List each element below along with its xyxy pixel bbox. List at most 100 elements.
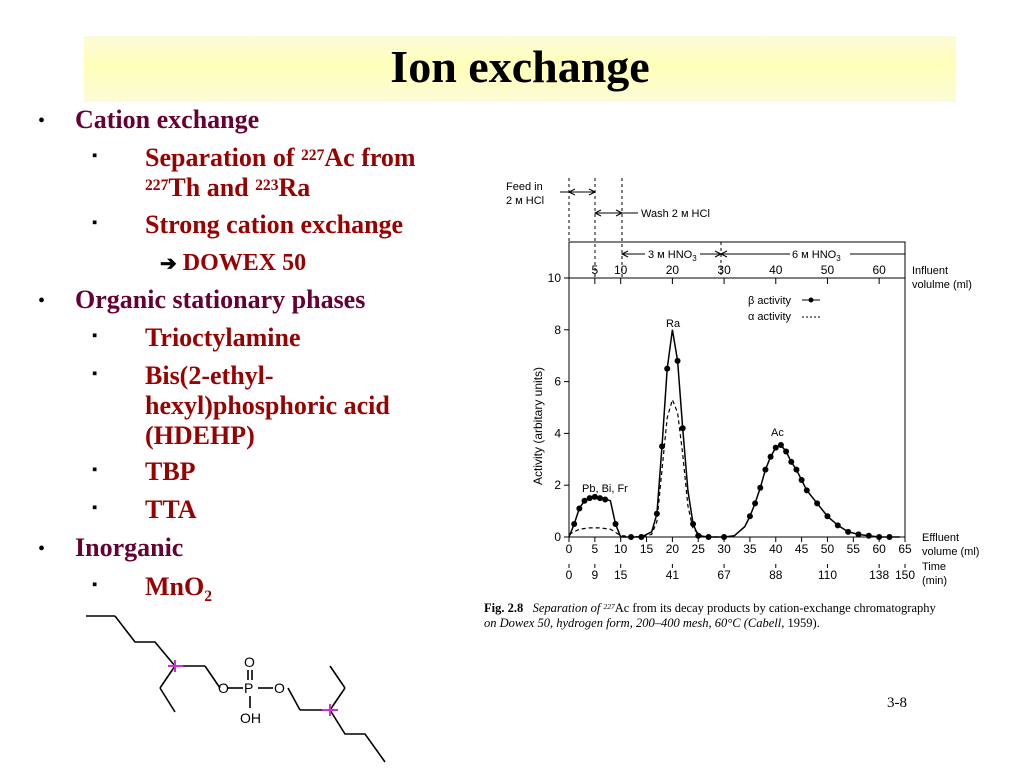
series-beta-line [568,329,900,538]
data-point [597,495,604,502]
bullet-dowex: ➔ DOWEX 50 [160,250,307,276]
hno3-3m-label: 3 м HNO3 [648,249,697,263]
data-point [752,500,759,507]
data-point [705,534,712,540]
bullet-marker: • [38,538,46,560]
data-point [762,466,769,473]
x-tick-label: 0 [566,542,573,556]
feed-label-line2: 2 м HCl [506,195,544,207]
time-label-line1: Time [922,561,946,573]
bullet-separation: Separation of 227Ac from [145,143,416,172]
bullet-mno2: MnO2 [145,572,213,606]
title-band [84,36,956,102]
bullet-tta: TTA [145,495,197,524]
time-tick-label: 150 [895,568,915,582]
peak-label-pbbifr: Pb, Bi, Fr [582,483,628,495]
data-point [653,510,660,517]
influent-tick-label: 5 [592,263,599,277]
data-point [814,500,821,507]
y-axis-label: Activity (arbitary units) [531,367,545,485]
data-point [798,477,805,484]
figure-caption: Fig. 2.8 Separation of 227Ac from its de… [484,601,936,630]
data-point [576,505,583,512]
y-tick-label: 8 [554,323,561,337]
peak-label-ac: Ac [771,427,784,439]
data-point [586,495,593,502]
x-tick-label: 25 [692,542,706,556]
effluent-label-line2: volume (ml) [922,546,979,558]
y-tick-label: 4 [554,426,561,440]
series-alpha-line [568,397,725,538]
influent-label-line1: Influent [912,265,948,277]
bullet-tbp: TBP [145,457,196,486]
data-point [865,532,872,539]
data-point [721,534,728,540]
time-tick-label: 88 [769,568,783,582]
y-tick-label: 0 [554,530,561,544]
influent-label-line2: volulme (ml) [912,279,972,291]
sub-bullet-marker: ▪ [92,366,98,382]
data-point [824,513,831,520]
sub-bullet-marker: ▪ [92,462,98,478]
bullet-marker: • [38,290,46,312]
bullet-strong-cation: Strong cation exchange [145,210,404,239]
data-point [788,458,795,465]
time-tick-label: 110 [818,568,837,582]
bullet-organic-phases: Organic stationary phases [75,285,366,314]
x-tick-label: 35 [743,542,757,556]
time-tick-label: 9 [592,568,599,582]
feed-label-line1: Feed in [506,181,543,193]
x-tick-label: 45 [795,542,809,556]
legend-beta: β activity [748,295,792,307]
bullet-list: • Cation exchange ▪ Separation of 227Ac … [0,0,500,620]
data-point [777,442,784,449]
data-point [571,521,578,528]
atom-o-right: O [274,680,285,696]
influent-tick-label: 10 [614,263,628,277]
x-tick-label: 60 [872,542,886,556]
x-tick-label: 55 [847,542,861,556]
data-point [612,521,619,528]
sub-bullet-marker: ▪ [92,500,98,516]
y-tick-label: 6 [554,375,561,389]
bullet-marker: • [38,110,46,132]
time-tick-label: 67 [717,568,731,582]
data-point [664,365,671,372]
data-point [845,528,852,535]
peak-label-ra: Ra [666,318,681,330]
data-point [757,484,764,491]
influent-tick-label: 20 [666,263,680,277]
plot-frame [568,277,906,538]
time-label-line2: (min) [922,575,947,587]
x-tick-label: 5 [592,542,599,556]
data-point [783,448,790,455]
data-point [746,513,753,520]
bullet-hdehp-line3: (HDEHP) [145,421,255,450]
page-number: 3-8 [887,695,907,711]
bullet-separation-line2: 227Th and 223Ra [145,173,311,202]
sub-bullet-marker: ▪ [92,148,98,164]
data-point [772,444,779,451]
atom-oh: OH [240,710,261,726]
x-tick-label: 20 [666,542,680,556]
x-tick-label: 30 [717,542,731,556]
wash-label: Wash 2 м HCl [641,208,710,220]
atom-p: P [244,680,253,696]
bullet-hdehp-line2: hexyl)phosphoric acid [145,391,390,420]
influent-tick-label: 50 [821,263,835,277]
data-point [834,522,841,529]
influent-tick-label: 60 [872,263,886,277]
data-point [628,534,635,540]
data-point [767,453,774,460]
arrow-icon: ➔ [160,253,177,275]
data-point [674,357,681,364]
sub-bullet-marker: ▪ [92,577,98,593]
influent-tick-label: 40 [769,263,783,277]
bullet-inorganic: Inorganic [75,533,184,562]
hdehp-structure: O P O O OH [86,615,386,763]
x-tick-label: 50 [821,542,835,556]
atom-o-left: O [218,680,229,696]
bullet-cation-exchange: Cation exchange [75,105,260,134]
y-tick-label: 2 [554,478,561,492]
